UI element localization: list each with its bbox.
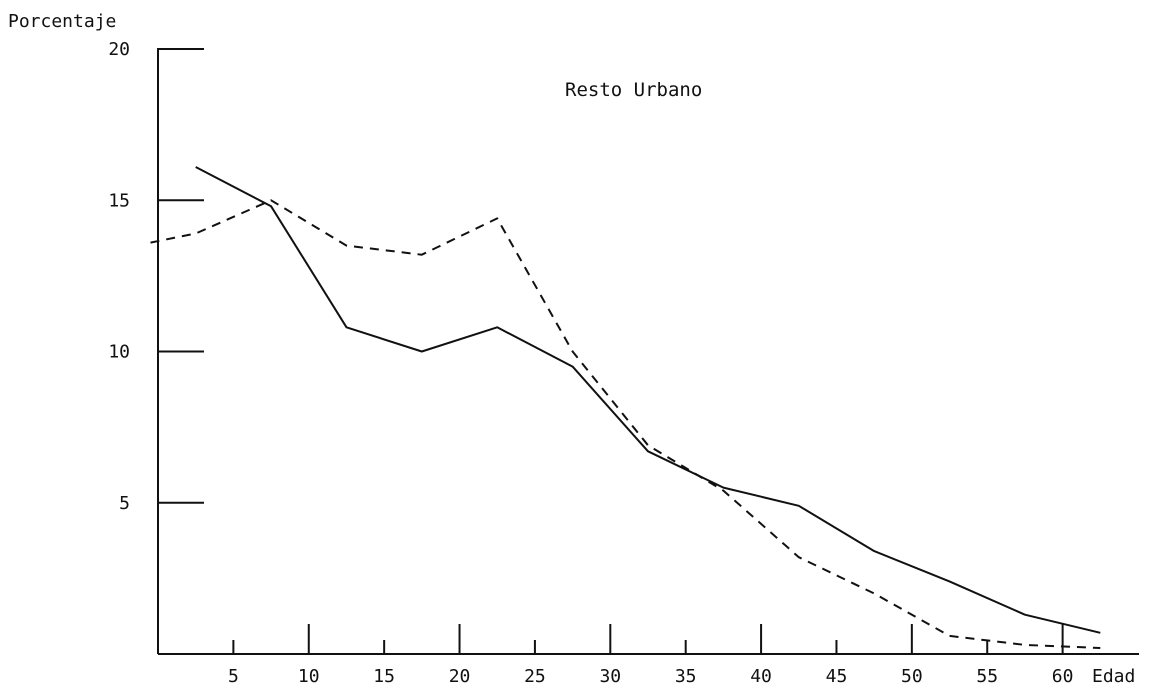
x-axis-label: Edad bbox=[1092, 666, 1135, 687]
series-line-solid bbox=[195, 166, 1101, 634]
x-tick-label-5: 5 bbox=[228, 666, 239, 687]
axis-ticks bbox=[158, 48, 1064, 654]
x-tick-label-40: 40 bbox=[750, 666, 772, 687]
x-tick-label-15: 15 bbox=[373, 666, 395, 687]
series-layer bbox=[150, 166, 1101, 649]
y-tick-label-15: 15 bbox=[108, 190, 130, 211]
chart-axes bbox=[157, 48, 1139, 655]
chart-title: Resto Urbano bbox=[565, 79, 702, 101]
x-tick-label-35: 35 bbox=[675, 666, 697, 687]
x-tick-label-60: 60 bbox=[1052, 666, 1074, 687]
series-line-dashed bbox=[150, 199, 1101, 649]
y-tick-label-10: 10 bbox=[108, 342, 130, 363]
x-tick-label-50: 50 bbox=[901, 666, 923, 687]
y-axis-label: Porcentaje bbox=[8, 11, 116, 32]
x-tick-label-25: 25 bbox=[524, 666, 546, 687]
x-tick-label-30: 30 bbox=[599, 666, 621, 687]
x-tick-label-55: 55 bbox=[976, 666, 998, 687]
y-tick-label-20: 20 bbox=[108, 39, 130, 60]
x-tick-label-10: 10 bbox=[298, 666, 320, 687]
x-tick-label-45: 45 bbox=[826, 666, 848, 687]
y-tick-label-5: 5 bbox=[119, 493, 130, 514]
axis-tick-labels: 5 10 15 20 25 30 35 40 45 50 55 60 5 10 15 20 bbox=[108, 39, 1073, 687]
x-tick-label-20: 20 bbox=[449, 666, 471, 687]
